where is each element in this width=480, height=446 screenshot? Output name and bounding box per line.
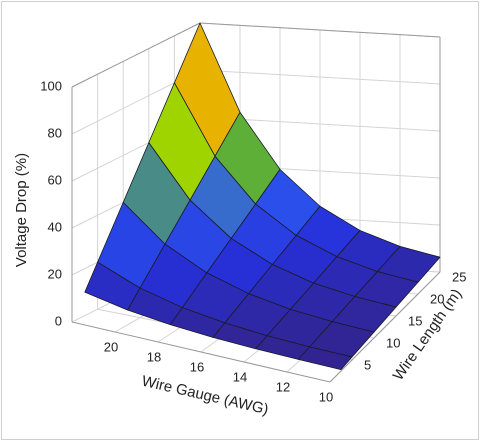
z-tick-label: 100 (40, 78, 62, 93)
z-tick-label: 40 (48, 219, 62, 234)
x-tick-label: 18 (147, 349, 161, 364)
x-tick-label: 12 (276, 379, 290, 394)
z-tick-label: 20 (48, 266, 62, 281)
z-tick-label: 0 (55, 313, 62, 328)
y-tick-label: 15 (408, 313, 422, 328)
x-tick-label: 20 (104, 339, 118, 354)
z-axis-label: Voltage Drop (%) (13, 153, 30, 267)
y-tick-label: 5 (364, 357, 371, 372)
y-tick-label: 10 (386, 335, 400, 350)
x-tick-label: 10 (319, 389, 333, 404)
x-tick-label: 14 (233, 369, 247, 384)
axis-line (199, 22, 441, 38)
y-tick-label: 25 (452, 269, 466, 284)
surface-patch (297, 346, 353, 370)
z-tick-label: 60 (48, 172, 62, 187)
y-tick-label: 20 (430, 291, 444, 306)
axis-line (71, 22, 201, 88)
z-tick-label: 80 (48, 125, 62, 140)
x-tick-label: 16 (190, 359, 204, 374)
axis-line (329, 271, 441, 383)
axis-line (71, 321, 331, 383)
